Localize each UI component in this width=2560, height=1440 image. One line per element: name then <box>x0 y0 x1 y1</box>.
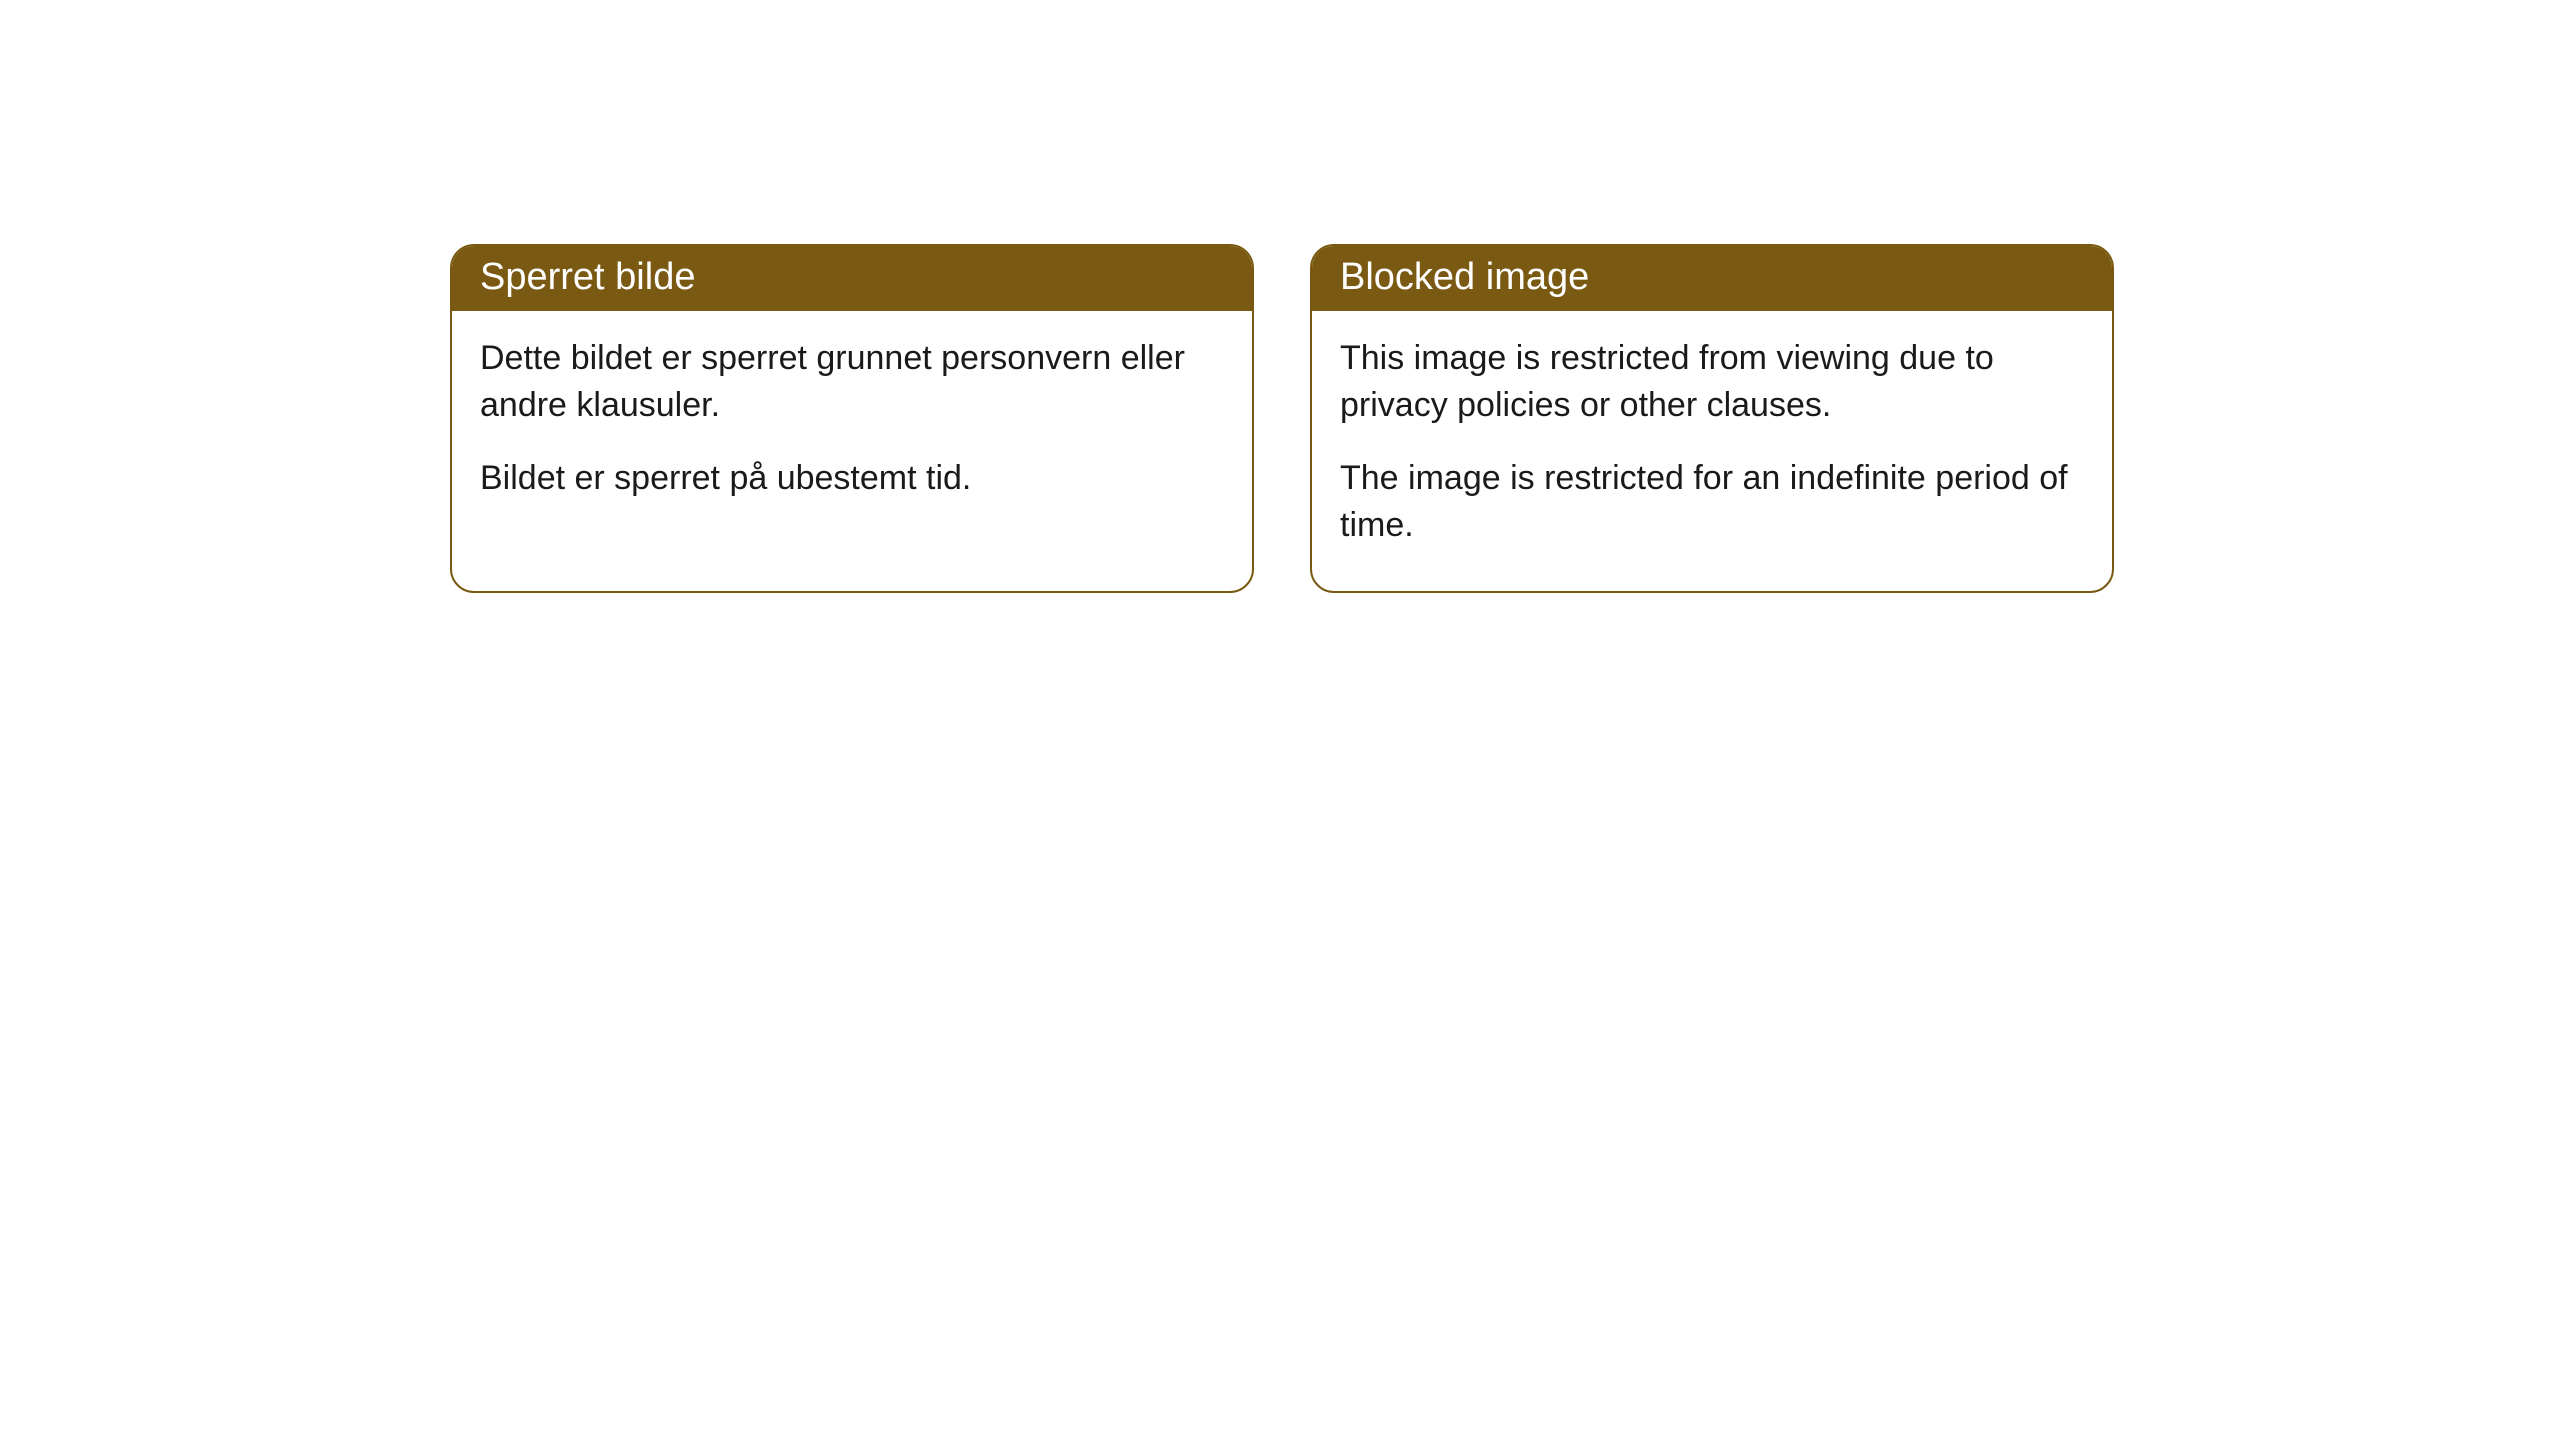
card-paragraph: This image is restricted from viewing du… <box>1340 335 2084 429</box>
card-body-norwegian: Dette bildet er sperret grunnet personve… <box>452 311 1252 544</box>
card-paragraph: Dette bildet er sperret grunnet personve… <box>480 335 1224 429</box>
notice-card-norwegian: Sperret bilde Dette bildet er sperret gr… <box>450 244 1254 593</box>
notice-cards-container: Sperret bilde Dette bildet er sperret gr… <box>450 244 2560 593</box>
card-body-english: This image is restricted from viewing du… <box>1312 311 2112 591</box>
notice-card-english: Blocked image This image is restricted f… <box>1310 244 2114 593</box>
card-paragraph: The image is restricted for an indefinit… <box>1340 455 2084 549</box>
card-header-norwegian: Sperret bilde <box>452 246 1252 311</box>
card-header-english: Blocked image <box>1312 246 2112 311</box>
card-paragraph: Bildet er sperret på ubestemt tid. <box>480 455 1224 502</box>
